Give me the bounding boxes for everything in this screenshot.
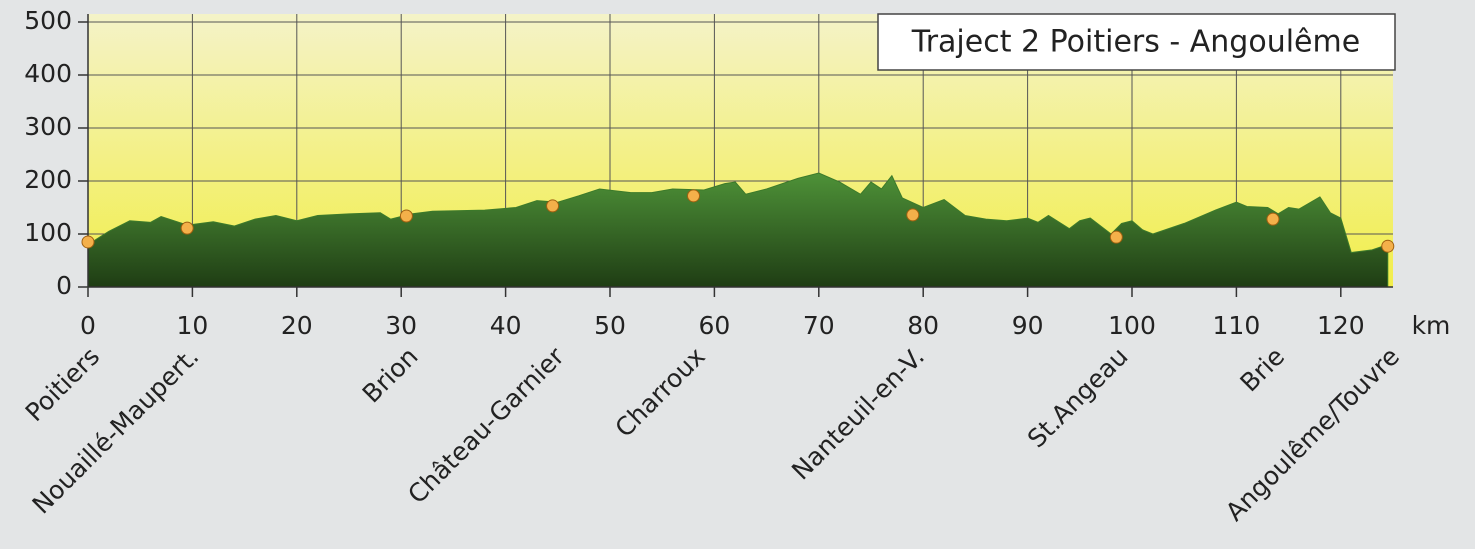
x-tick-label: 50 [594,311,626,340]
town-marker [546,199,560,213]
y-tick-label: 0 [56,271,72,300]
town-marker [1266,212,1280,226]
x-tick-label: 30 [385,311,417,340]
elevation-area [87,172,1389,288]
town-marker [399,209,413,223]
x-axis-label: km [1412,311,1451,340]
x-tick-label: 120 [1317,311,1365,340]
x-tick-label: 20 [281,311,313,340]
x-tick-label: 10 [176,311,208,340]
y-tick-label: 100 [24,218,72,247]
town-label: Charroux [610,342,711,443]
town-marker [180,221,194,235]
town-label: Poitiers [20,342,105,427]
town-label: Brion [357,342,424,409]
x-tick-label: 80 [907,311,939,340]
town-label: Nouaillé-Maupert. [27,342,205,520]
y-tick-label: 200 [24,165,72,194]
town-marker [81,235,95,249]
x-tick-label: 60 [698,311,730,340]
chart-title: Traject 2 Poitiers - Angoulême [911,25,1360,60]
x-tick-label: 40 [490,311,522,340]
town-marker [1109,230,1123,244]
town-label: Brie [1234,342,1290,398]
y-tick-label: 400 [24,59,72,88]
x-tick-label: 110 [1213,311,1261,340]
x-tick-label: 100 [1108,311,1156,340]
y-tick-label: 500 [24,6,72,35]
town-label: St.Angeau [1022,342,1134,454]
town-marker [906,208,920,222]
y-tick-label: 300 [24,112,72,141]
x-tick-label: 70 [803,311,835,340]
town-label: Château-Garnier [402,341,570,509]
title-box [877,13,1396,71]
x-tick-label: 90 [1012,311,1044,340]
town-label: Nanteuil-en-V. [786,342,930,486]
town-marker [687,189,701,203]
x-tick-label: 0 [80,311,96,340]
town-marker [1381,239,1395,253]
